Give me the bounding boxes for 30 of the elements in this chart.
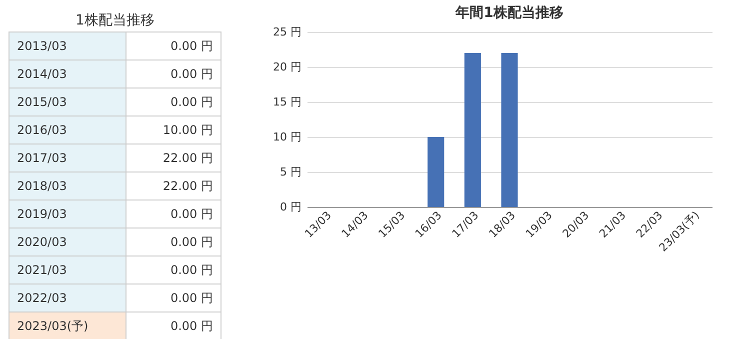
text: 0.00 円 xyxy=(170,67,213,81)
text: 0.00 円 xyxy=(170,319,213,333)
y-tick-label: 25 円 xyxy=(273,26,302,38)
text: 1株配当推移 xyxy=(76,12,154,28)
y-tick-label: 10 円 xyxy=(273,130,302,144)
category-label: 2020/03 xyxy=(17,235,67,249)
text: 0.00 円 xyxy=(170,235,213,249)
category-label: 2021/03 xyxy=(17,263,67,277)
text: 0.00 円 xyxy=(170,95,213,109)
text: 0.00 円 xyxy=(170,263,213,277)
category-label: 2018/03 xyxy=(17,179,67,193)
text: 22.00 円 xyxy=(162,151,213,165)
y-tick-label: 15 円 xyxy=(273,96,302,108)
category-label: 2013/03 xyxy=(17,39,67,53)
chart-title: 年間1株配当推移 xyxy=(454,5,564,21)
category-label: 2016/03 xyxy=(17,123,67,137)
text: 0.00 円 xyxy=(170,39,213,53)
category-label: 2014/03 xyxy=(17,67,67,81)
category-label: 2019/03 xyxy=(17,207,67,221)
y-tick-label: 0 円 xyxy=(280,200,302,214)
y-tick-label: 5 円 xyxy=(280,166,302,178)
category-label: 2017/03 xyxy=(17,151,67,165)
text: 10.00 円 xyxy=(162,123,213,137)
text: 0.00 円 xyxy=(170,207,213,221)
category-label: 2022/03 xyxy=(17,291,67,305)
y-tick-label: 20 円 xyxy=(273,60,302,74)
text: 22.00 円 xyxy=(162,179,213,193)
category-label: 2015/03 xyxy=(17,95,67,109)
text: 0.00 円 xyxy=(170,291,213,305)
category-label: 2023/03(予) xyxy=(17,319,88,333)
